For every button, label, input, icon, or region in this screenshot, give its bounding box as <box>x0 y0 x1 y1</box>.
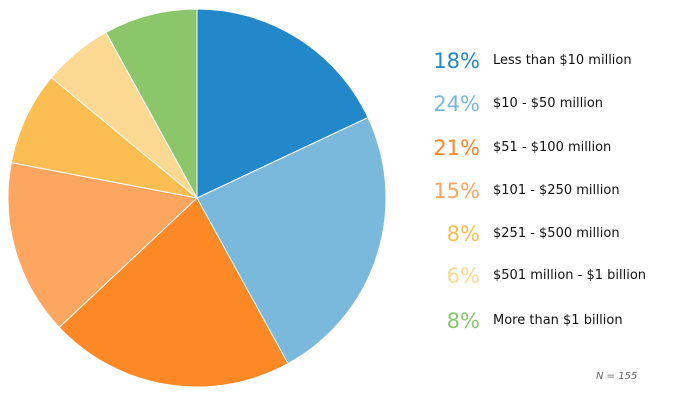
legend-item-10-50-million: 24% $10 - $50 million <box>380 90 603 118</box>
legend-percent: 15% <box>433 179 480 203</box>
legend-label: $101 - $250 million <box>493 183 620 198</box>
legend-item-251-500-million: 8% $251 - $500 million <box>380 220 620 248</box>
legend-item-51-100-million: 21% $51 - $100 million <box>380 134 611 162</box>
legend-percent: 6% <box>446 264 480 288</box>
pie-slice-5 <box>10 76 198 199</box>
pie-slice-7 <box>105 8 198 199</box>
legend-label: Less than $10 million <box>493 53 632 68</box>
pie-chart <box>7 8 387 388</box>
pie-slice-2 <box>196 116 387 365</box>
pie-slice-1 <box>196 8 369 199</box>
legend-item-101-250-million: 15% $101 - $250 million <box>380 177 620 205</box>
legend-percent: 21% <box>433 136 480 160</box>
legend-item-more-than-1-billion: 8% More than $1 billion <box>380 307 623 335</box>
sample-size-note: N = 155 <box>596 371 638 382</box>
legend-percent: 8% <box>446 222 480 246</box>
legend-item-less-than-10-million: 18% Less than $10 million <box>380 47 632 75</box>
legend-label: $251 - $500 million <box>493 226 620 241</box>
pie-slice-3 <box>58 197 289 388</box>
legend-label: $10 - $50 million <box>493 96 604 111</box>
legend-label: $501 million - $1 billion <box>493 268 647 283</box>
legend-label: $51 - $100 million <box>493 140 612 155</box>
legend-percent: 18% <box>433 49 480 73</box>
legend-item-501-million-1-billion: 6% $501 million - $1 billion <box>380 262 646 290</box>
legend-percent: 24% <box>433 92 480 116</box>
legend-label: More than $1 billion <box>493 313 623 328</box>
legend-percent: 8% <box>446 309 480 333</box>
pie-slice-4 <box>7 161 199 329</box>
